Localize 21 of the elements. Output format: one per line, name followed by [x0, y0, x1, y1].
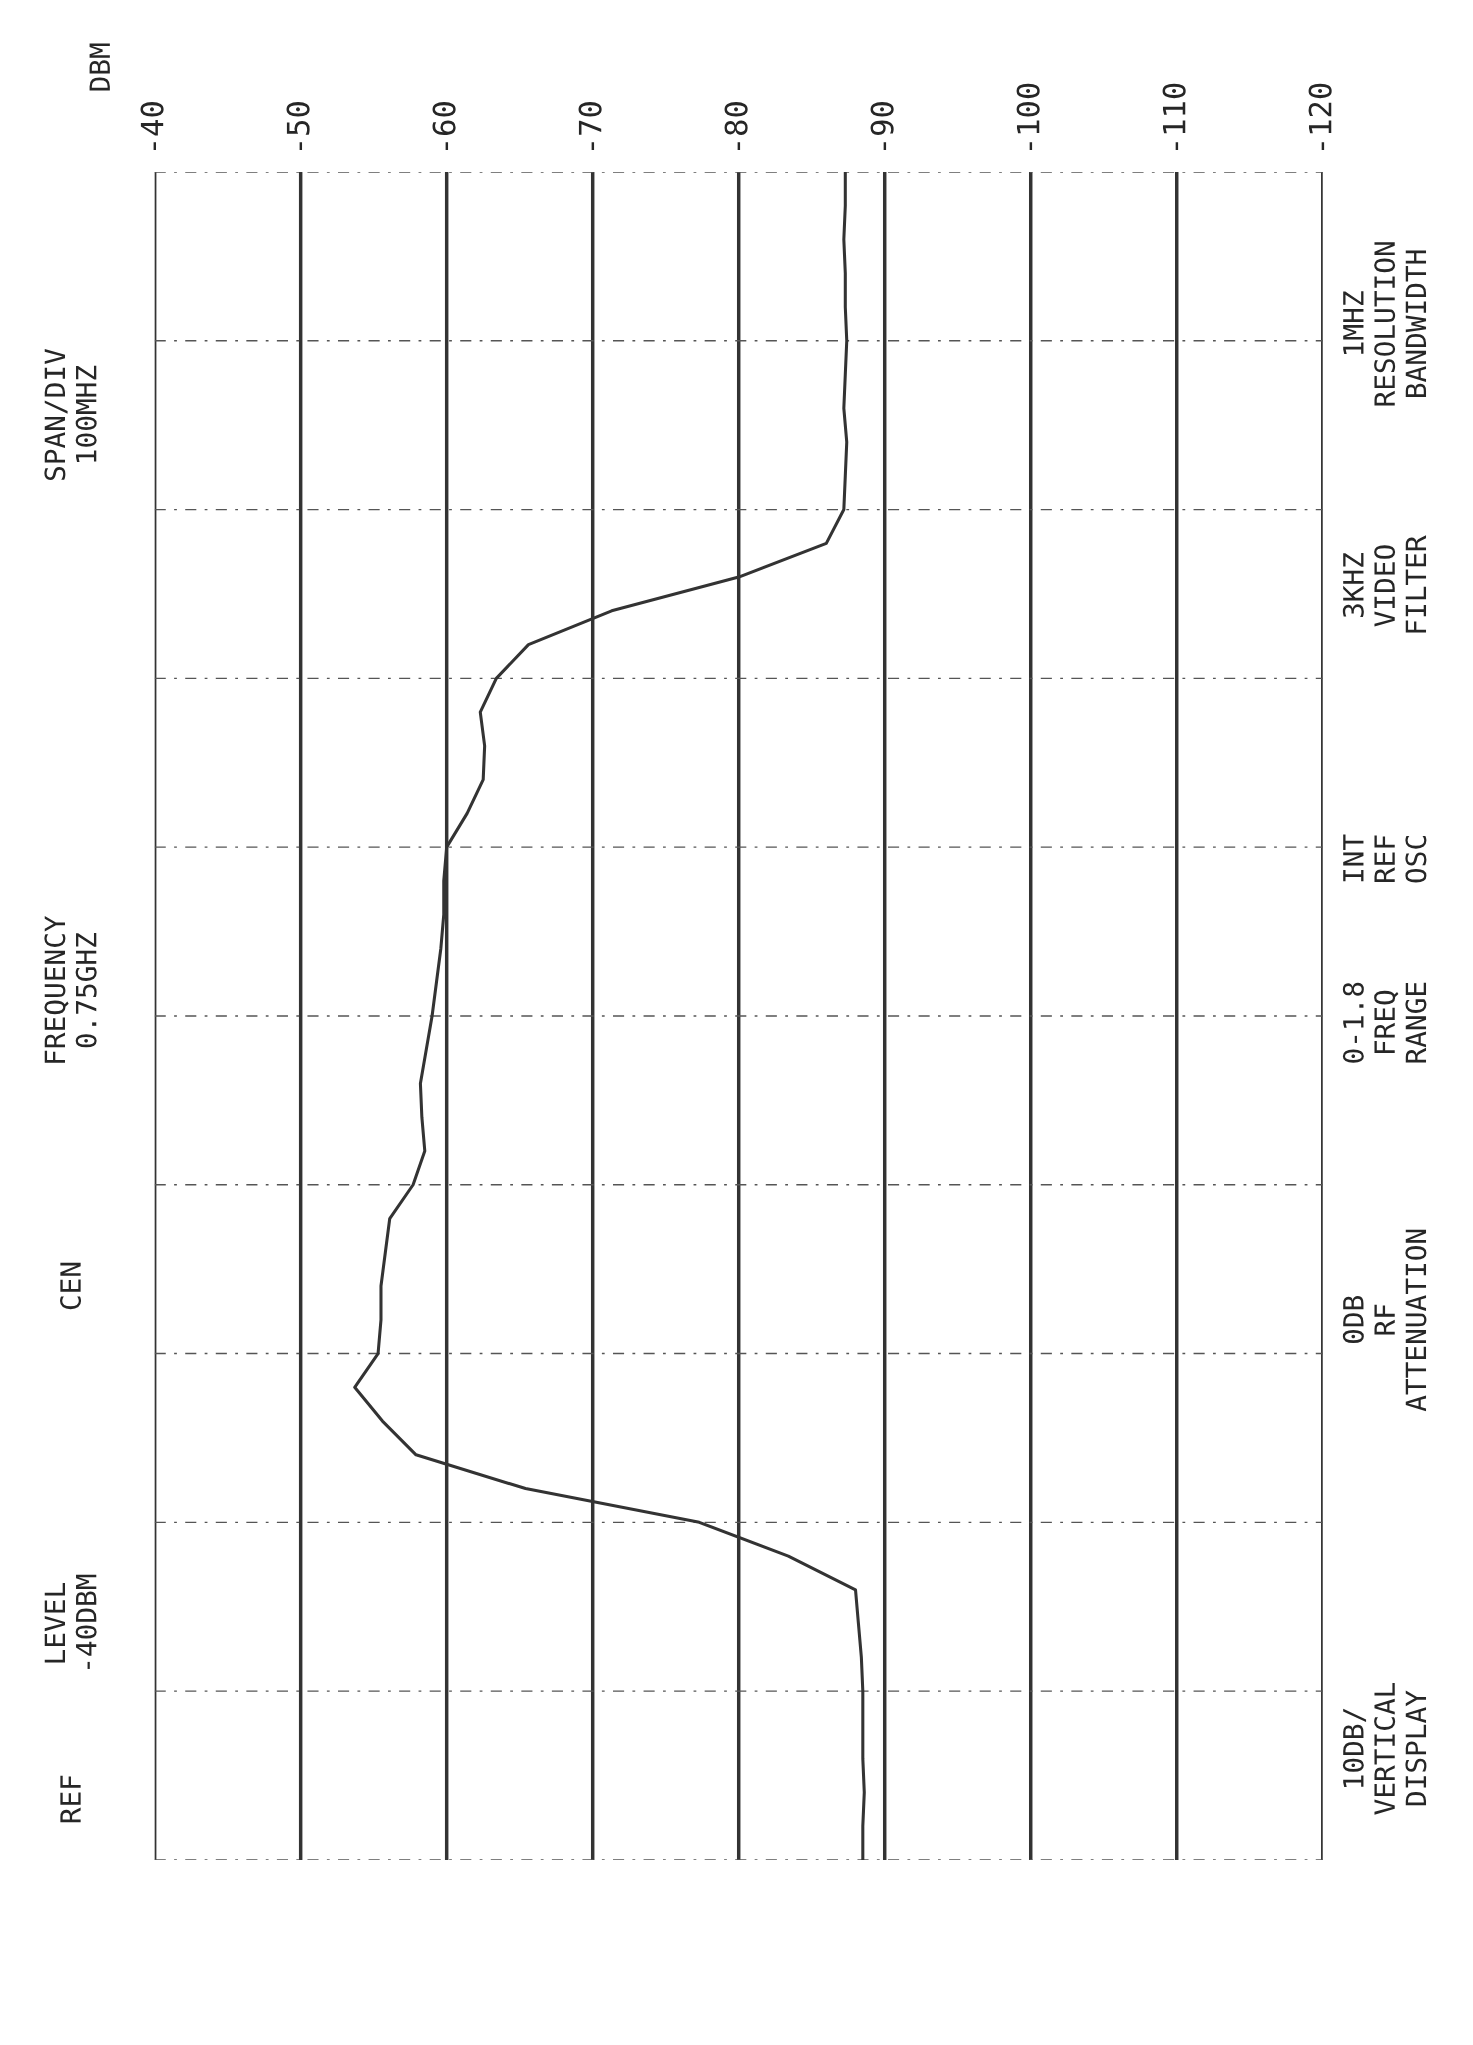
x-tick-label: -70 [578, 102, 602, 150]
text: DBM [89, 43, 110, 91]
text: 0-1.8 FREQ RANGE [1342, 982, 1427, 1063]
x-tick-label: -100 [1016, 83, 1040, 150]
x-tick-label: -90 [870, 102, 894, 150]
text: 0DB RF ATTENUATION [1342, 1229, 1427, 1412]
x-tick-label: -110 [1162, 83, 1186, 150]
x-tick-label: -50 [286, 102, 310, 150]
x-tick-label: -80 [724, 102, 748, 150]
x-tick-label: -40 [140, 102, 164, 150]
text: FREQUENCY 0.75GHZ [44, 915, 97, 1063]
text: INT REF OSC [1343, 834, 1427, 883]
x-tick-label: -120 [1308, 83, 1332, 150]
text: SPAN/DIV 100MHZ [44, 348, 97, 481]
text: 3KHZ VIDEO FILTER [1342, 535, 1427, 633]
text: REF [60, 1775, 81, 1823]
text: 1MHZ RESOLUTION BANDWIDTH [1343, 242, 1427, 406]
text: LEVEL -40DBM [44, 1574, 97, 1669]
text: CEN [60, 1262, 82, 1310]
text: 10DB/ VERTICAL DISPLAY [1342, 1682, 1427, 1815]
x-tick-label: -60 [432, 102, 456, 150]
